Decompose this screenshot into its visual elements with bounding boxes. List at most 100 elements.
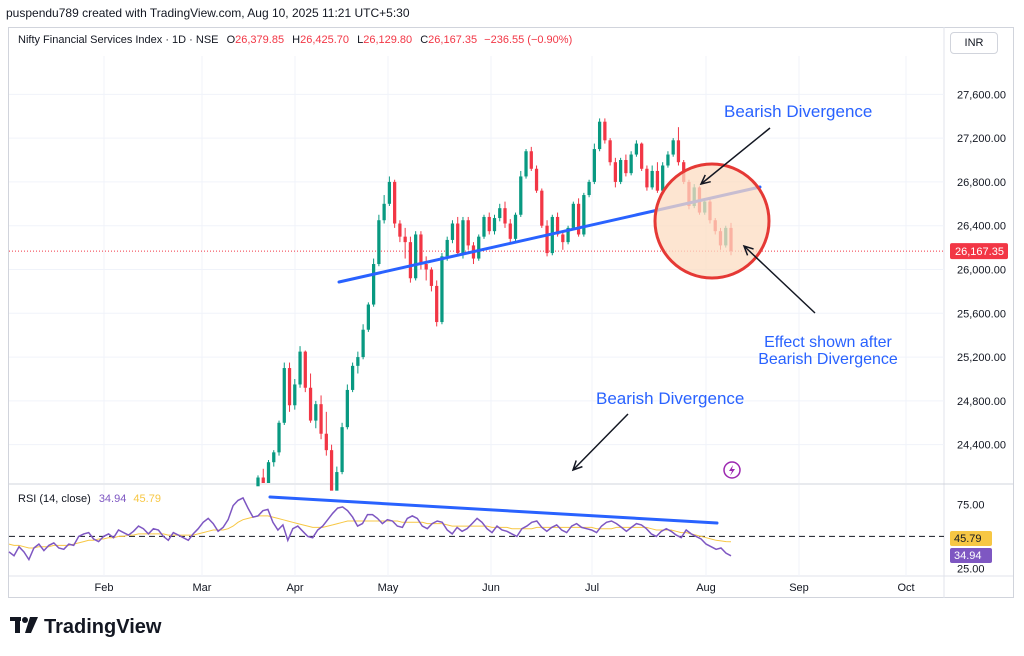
candle-body <box>666 154 670 166</box>
candle-body <box>555 216 560 235</box>
candle-body <box>524 151 528 177</box>
divergence-highlight-circle <box>653 162 771 280</box>
candle-body <box>482 216 486 237</box>
last-price-badge <box>950 243 1008 260</box>
time-tick-label: Apr <box>286 582 303 594</box>
price-tick-label: 25,200.00 <box>957 352 1006 364</box>
annotation-effect-line2: Bearish Divergence <box>758 351 898 368</box>
candle-body <box>587 181 591 196</box>
legend-high: 26,425.70 <box>300 34 350 46</box>
candle-body <box>492 218 497 232</box>
candle-body <box>303 351 307 388</box>
legend-low-label: L <box>357 34 364 46</box>
arrow-top <box>700 127 771 185</box>
annotation-effect: Effect shown after Bearish Divergence <box>748 334 908 368</box>
candle-body <box>382 203 386 221</box>
candle-body <box>435 285 439 323</box>
candle-body <box>650 170 654 188</box>
candle-body <box>519 176 523 215</box>
candle-body <box>261 477 265 483</box>
legend-high-label: H <box>292 34 301 46</box>
candle-body <box>403 236 407 243</box>
chart-caption: puspendu789 created with TradingView.com… <box>6 6 410 20</box>
legend-change: −236.55 (−0.90%) <box>484 34 573 46</box>
candle-body <box>340 427 344 473</box>
rsi-ma-badge-label: 45.79 <box>954 533 982 545</box>
candle-body <box>371 264 376 305</box>
candle-body <box>503 208 507 224</box>
annotation-effect-line1: Effect shown after <box>764 334 892 351</box>
price-tick-label: 25,600.00 <box>957 308 1006 320</box>
rsi-value: 34.94 <box>98 493 127 505</box>
candle-body <box>408 242 413 279</box>
candle-body <box>393 181 397 224</box>
candle-body <box>466 220 470 246</box>
candle-body <box>534 168 539 191</box>
rsi-badge-label: 34.94 <box>954 550 982 562</box>
candle-body <box>308 387 313 421</box>
candle-body <box>676 140 681 163</box>
candle-body <box>608 140 612 163</box>
tradingview-brand: TradingView <box>10 616 161 639</box>
candle-body <box>329 450 334 491</box>
candle-body <box>640 143 644 169</box>
candle-body <box>450 223 455 240</box>
rsi-ma-badge <box>950 531 992 546</box>
price-legend: Nifty Financial Services Index · 1D · NS… <box>18 34 572 46</box>
candle-body <box>566 227 570 243</box>
candle-body <box>287 368 292 406</box>
candle-body <box>387 181 392 204</box>
candle-body <box>419 234 423 265</box>
candle-body <box>414 234 418 279</box>
arrow-effect-head <box>742 244 754 256</box>
candle-body <box>487 216 491 232</box>
rsi-tick-label: 25.00 <box>957 564 985 576</box>
candle-body <box>461 220 465 254</box>
time-tick-label: May <box>378 582 399 594</box>
candle-body <box>345 389 349 428</box>
legend-open-label: O <box>226 34 236 46</box>
time-tick-label: Feb <box>95 582 114 594</box>
candle-body <box>429 269 434 286</box>
candle-body <box>324 433 328 451</box>
candle-body <box>661 165 665 191</box>
arrow-rsi-head <box>571 460 583 472</box>
candle-body <box>498 208 502 219</box>
candle-body <box>377 220 381 265</box>
arrow-effect <box>743 245 816 314</box>
rsi-label: RSI (14, close) <box>18 493 91 505</box>
annotation-bearish-divergence-rsi: Bearish Divergence <box>596 389 745 408</box>
legend-open: 26,379.85 <box>235 34 285 46</box>
candle-body <box>445 239 449 257</box>
candle-body <box>456 223 460 254</box>
candle-body <box>424 264 428 270</box>
candle-body <box>613 162 618 182</box>
price-tick-label: 27,200.00 <box>957 133 1006 145</box>
last-price-label: 26,167.35 <box>955 246 1004 258</box>
rsi-tick-label: 75.00 <box>957 499 985 511</box>
legend-close-label: C <box>420 34 429 46</box>
candle-body <box>266 462 271 483</box>
price-tick-label: 26,000.00 <box>957 265 1006 277</box>
candle-body <box>277 422 281 453</box>
candle-body <box>366 304 370 330</box>
price-tick-label: 24,800.00 <box>957 396 1006 408</box>
candle-body <box>319 404 323 434</box>
price-tick-label: 26,800.00 <box>957 177 1006 189</box>
legend-symbol: Nifty Financial Services Index · 1D · NS… <box>18 34 219 46</box>
candle-body <box>361 329 365 358</box>
candle-body <box>634 143 639 155</box>
tradingview-logo-icon <box>10 616 38 639</box>
currency-button[interactable]: INR <box>950 32 998 54</box>
price-tick-label: 26,400.00 <box>957 221 1006 233</box>
rsi-ma-value: 45.79 <box>133 493 161 505</box>
arrow-top-head <box>699 174 711 186</box>
candle-body <box>513 214 518 239</box>
candle-body <box>603 121 607 141</box>
candle-body <box>624 160 628 174</box>
legend-low: 26,129.80 <box>363 34 413 46</box>
candle-body <box>350 365 355 390</box>
candle-body <box>293 384 297 406</box>
candle-body <box>440 256 444 323</box>
